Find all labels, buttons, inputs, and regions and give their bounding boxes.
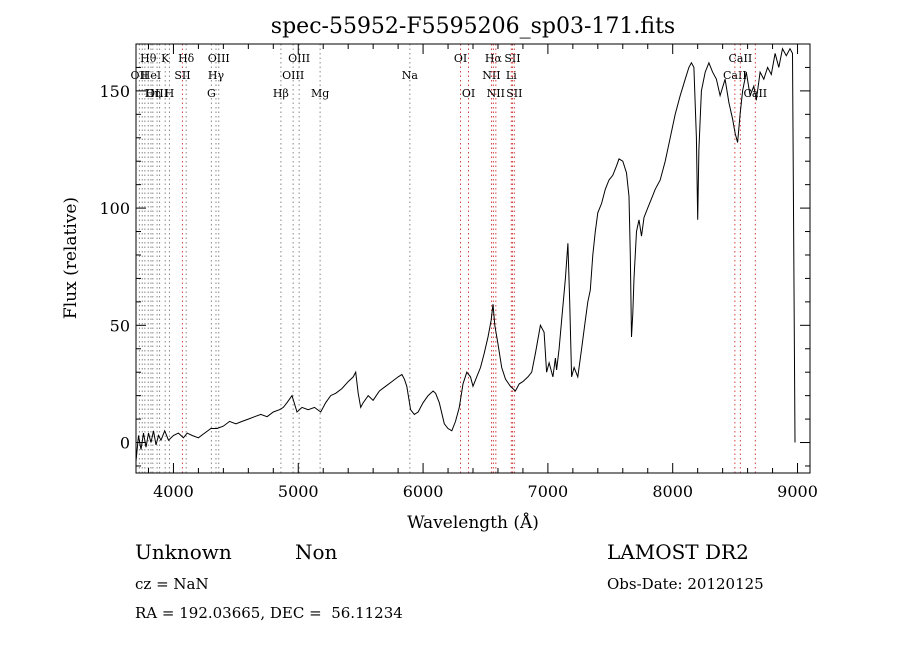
spectrum-series <box>136 47 796 462</box>
line-marker-label: K <box>161 52 170 65</box>
y-tick-label: 100 <box>99 199 130 218</box>
line-marker-label: OII <box>131 69 149 82</box>
y-tick-label: 150 <box>99 82 130 101</box>
line-marker-label: Mg <box>311 87 329 100</box>
x-tick-label: 8000 <box>652 482 693 501</box>
line-marker-label: Hγ <box>208 69 225 82</box>
line-marker-label: OIII <box>282 69 304 82</box>
line-marker-label: NII <box>487 87 505 100</box>
object-subclass: Non <box>295 540 338 564</box>
line-marker-label: Li <box>506 69 517 82</box>
line-marker-label: OIII <box>208 52 230 65</box>
observation-date: Obs-Date: 20120125 <box>607 575 764 593</box>
y-axis-label: Flux (relative) <box>61 197 81 319</box>
x-tick-label: 4000 <box>153 482 194 501</box>
object-class: Unknown <box>135 540 232 564</box>
line-marker-label: OIII <box>288 52 310 65</box>
line-marker-label: G <box>207 87 216 100</box>
line-marker-label: Hβ <box>273 87 289 100</box>
x-tick-label: 6000 <box>403 482 444 501</box>
line-marker-label: HeI <box>141 69 161 82</box>
spectrum-plot <box>136 47 796 462</box>
survey-name: LAMOST DR2 <box>607 540 749 564</box>
line-marker-label: Hθ <box>140 52 157 65</box>
line-marker-label: CaII <box>723 69 747 82</box>
line-marker-label: OIII <box>146 87 168 100</box>
x-axis-label: Wavelength (Å) <box>407 512 539 533</box>
line-marker-label: SII <box>504 52 520 65</box>
coordinates: RA = 192.03665, DEC = 56.11234 <box>135 604 403 622</box>
line-marker-label: H <box>165 87 175 100</box>
line-marker-label: OI <box>462 87 475 100</box>
line-marker-label: Hδ <box>178 52 195 65</box>
x-tick-label: 7000 <box>528 482 569 501</box>
x-tick-label: 5000 <box>278 482 319 501</box>
line-marker-label: NII <box>482 69 500 82</box>
spectral-line-markers: OIIHθHeIHηOIIIKHSIIHδGHγOIIIHβOIIIOIIIMg… <box>131 44 767 473</box>
line-marker-label: OI <box>454 52 467 65</box>
redshift-cz: cz = NaN <box>135 575 209 593</box>
line-marker-label: Na <box>402 69 419 82</box>
plot-frame <box>135 43 811 474</box>
line-marker-label: Hα <box>485 52 503 65</box>
line-marker-label: CaII <box>729 52 753 65</box>
line-marker-label: SII <box>506 87 522 100</box>
y-tick-label: 0 <box>120 434 130 453</box>
x-tick-label: 9000 <box>777 482 818 501</box>
plot-axes: 4000 5000 6000 7000 8000 9000 0 50 100 150 <box>99 43 818 501</box>
chart-title: spec-55952-F5595206_sp03-171.fits <box>271 14 675 39</box>
y-tick-label: 50 <box>110 316 130 335</box>
line-marker-label: SII <box>174 69 190 82</box>
